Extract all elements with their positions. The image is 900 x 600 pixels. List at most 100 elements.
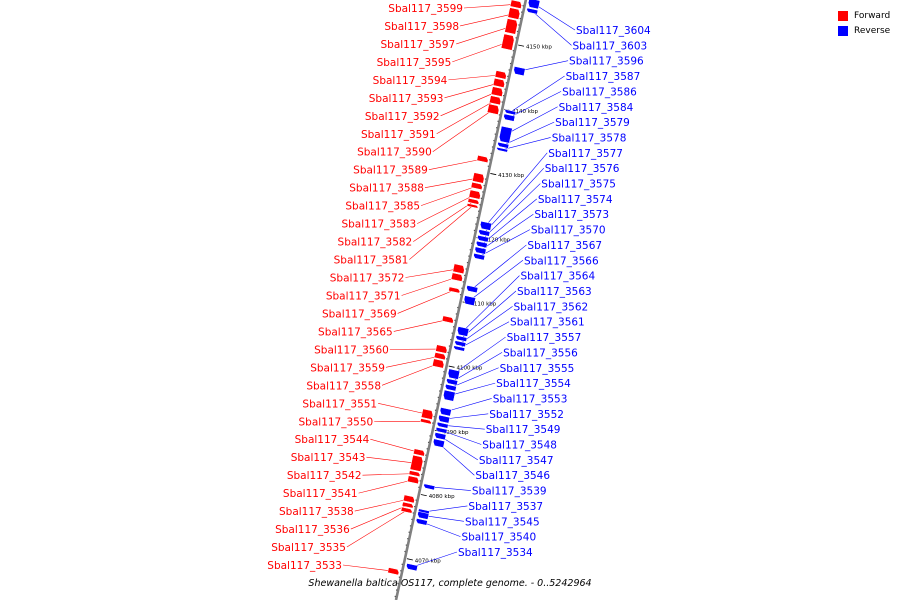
reverse-gene-label: Sbal117_3549 [486, 424, 561, 436]
ruler-minor-dot [425, 454, 427, 456]
reverse-gene-arrow [496, 147, 509, 153]
forward-gene-label: Sbal117_3535 [271, 542, 346, 554]
reverse-gene-label: Sbal117_3566 [524, 255, 599, 267]
ruler-minor-dot [440, 383, 442, 386]
forward-gene-arrow [400, 506, 413, 514]
ruler-minor-dot [482, 191, 484, 193]
ruler-minor-dot [405, 544, 407, 546]
reverse-gene-leader-line [439, 435, 478, 461]
reverse-gene-leader-line [453, 336, 506, 375]
ruler-minor-dot [423, 461, 426, 463]
reverse-gene-label: Sbal117_3552 [489, 409, 564, 421]
forward-gene-arrow [408, 470, 421, 477]
reverse-gene-leader-line [519, 60, 569, 72]
reverse-gene-label: Sbal117_3546 [475, 470, 550, 482]
ruler-major-tick [420, 494, 427, 497]
reverse-gene-leader-line [481, 198, 538, 245]
ruler-minor-dot [446, 358, 448, 360]
reverse-gene-arrow [455, 335, 468, 342]
reverse-gene-leader-line [505, 106, 558, 135]
forward-gene-leader-line [342, 564, 394, 572]
forward-gene-arrow [504, 18, 518, 35]
reverse-gene-leader-line [462, 275, 520, 332]
reverse-gene-arrow [438, 414, 451, 424]
reverse-gene-label: Sbal117_3586 [562, 86, 637, 98]
reverse-gene-leader-line [485, 152, 548, 227]
reverse-gene-label: Sbal117_3557 [507, 332, 582, 344]
forward-gene-leader-line [417, 194, 476, 224]
ruler-minor-dot [489, 159, 491, 161]
reverse-gene-leader-line [442, 424, 485, 430]
reverse-gene-arrow [513, 66, 526, 77]
ruler-minor-dot [516, 30, 519, 33]
forward-gene-arrow [420, 408, 434, 420]
reverse-gene-leader-line [411, 551, 458, 568]
strand-legend: Forward Reverse [838, 8, 890, 38]
forward-gene-label: Sbal117_3599 [388, 3, 463, 15]
forward-gene-arrow [470, 181, 483, 190]
ruler-tick-label: 4110 kbp [470, 302, 496, 308]
forward-gene-label: Sbal117_3533 [267, 560, 342, 572]
forward-gene-label: Sbal117_3550 [299, 416, 374, 428]
ruler-tick-label: 4090 kbp [443, 430, 469, 436]
forward-gene-arrow [412, 448, 425, 457]
ruler-minor-dot [509, 62, 512, 65]
ruler-minor-dot [521, 11, 523, 13]
ruler-minor-dot [439, 390, 441, 392]
ruler-major-tick [518, 44, 525, 47]
forward-gene-arrow [507, 7, 521, 20]
forward-gene-leader-line [354, 498, 410, 512]
reverse-gene-arrow [435, 427, 448, 434]
ruler-minor-dot [490, 152, 492, 155]
ruler-minor-dot [518, 24, 520, 26]
reverse-gene-arrow [423, 483, 436, 491]
reverse-gene-leader-line [483, 167, 544, 234]
reverse-gene-arrow [446, 378, 459, 386]
reverse-gene-label: Sbal117_3548 [482, 440, 557, 452]
leader-lines-layer [342, 3, 576, 572]
forward-gene-leader-line [346, 509, 407, 548]
reverse-gene-arrow [504, 109, 517, 116]
reverse-gene-label: Sbal117_3563 [517, 286, 592, 298]
forward-gene-arrow [492, 77, 505, 88]
reverse-gene-label: Sbal117_3545 [465, 516, 540, 528]
ruler-minor-dot [459, 294, 462, 296]
ruler-minor-dot [484, 178, 487, 180]
reverse-gene-leader-line [441, 430, 482, 445]
forward-gene-leader-line [409, 205, 473, 260]
forward-gene-label: Sbal117_3559 [310, 362, 385, 374]
reverse-gene-leader-line [508, 91, 562, 118]
ruler-minor-dot [433, 416, 435, 418]
forward-gene-arrow [490, 86, 503, 97]
reverse-gene-label: Sbal117_3573 [534, 209, 609, 221]
ruler-major-tick [406, 558, 413, 561]
forward-gene-leader-line [428, 158, 483, 171]
reverse-gene-label: Sbal117_3574 [538, 194, 613, 206]
forward-gene-label: Sbal117_3544 [295, 434, 370, 446]
reverse-gene-label: Sbal117_3553 [493, 393, 568, 405]
forward-gene-label: Sbal117_3538 [279, 506, 354, 518]
forward-gene-label: Sbal117_3588 [349, 183, 424, 195]
ruler-tick-label: 4120 kbp [484, 237, 510, 243]
ruler-minor-dot [427, 441, 430, 443]
forward-gene-label: Sbal117_3593 [369, 93, 444, 105]
reverse-gene-leader-line [459, 306, 513, 344]
reverse-gene-label: Sbal117_3547 [479, 455, 554, 467]
forward-gene-label: Sbal117_3582 [338, 237, 413, 249]
forward-gene-leader-line [397, 289, 455, 314]
reverse-gene-label: Sbal117_3603 [573, 40, 648, 52]
forward-gene-label: Sbal117_3594 [373, 75, 448, 87]
ruler-minor-dot [491, 146, 494, 148]
forward-gene-leader-line [350, 504, 408, 530]
forward-gene-label: Sbal117_3551 [302, 398, 377, 410]
reverse-gene-leader-line [421, 521, 461, 537]
ruler-minor-dot [404, 550, 406, 553]
reverse-gene-arrow [480, 220, 493, 231]
ruler-minor-dot [394, 595, 396, 598]
forward-gene-arrow [467, 198, 480, 205]
ruler-minor-dot [401, 563, 403, 565]
forward-gene-label: Sbal117_3592 [365, 111, 440, 123]
forward-gene-arrow [488, 95, 502, 106]
reverse-gene-arrow [439, 407, 452, 417]
ruler-minor-dot [504, 88, 506, 90]
